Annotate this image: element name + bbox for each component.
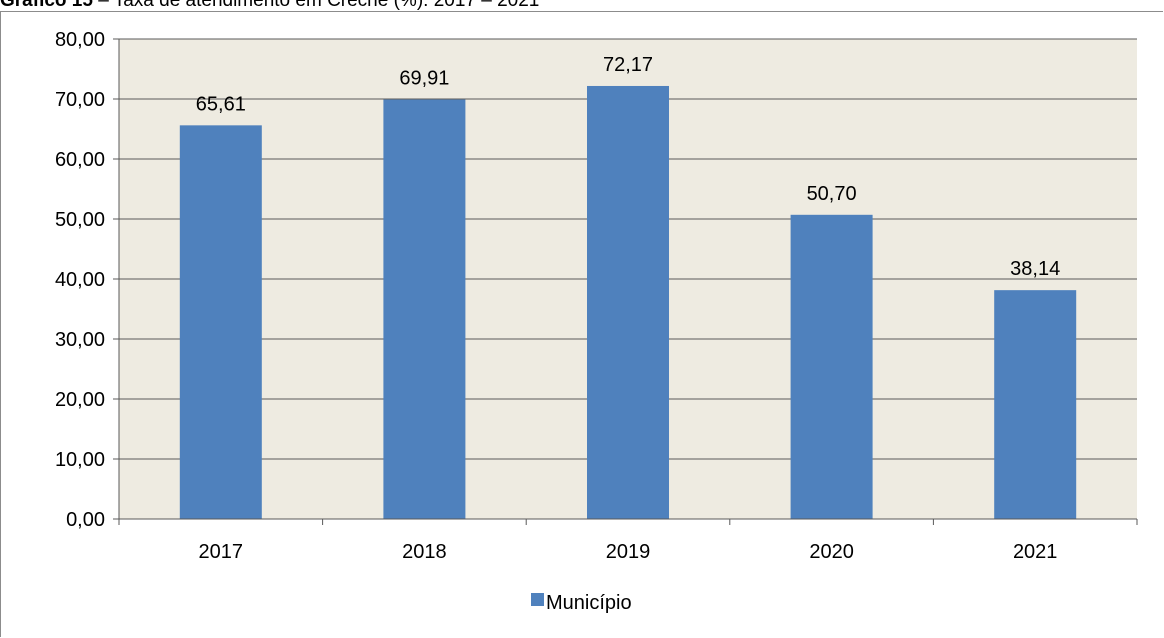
bar-2021 — [994, 290, 1077, 519]
bar-2017 — [179, 125, 262, 519]
y-tick-label: 70,00 — [55, 89, 105, 111]
data-label-2018: 69,91 — [399, 68, 449, 90]
x-tick-label-2017: 2017 — [199, 541, 244, 563]
y-tick-label: 0,00 — [66, 509, 105, 531]
bar-2018 — [383, 99, 466, 519]
data-label-2021: 38,14 — [1010, 258, 1060, 280]
data-label-2020: 50,70 — [807, 183, 857, 205]
x-tick-label-2019: 2019 — [606, 541, 651, 563]
caption-label: Gráfico 15 — [0, 0, 93, 11]
x-tick-label-2020: 2020 — [809, 541, 854, 563]
x-tick-label-2018: 2018 — [402, 541, 447, 563]
y-tick-label: 50,00 — [55, 209, 105, 231]
data-label-2017: 65,61 — [196, 93, 246, 115]
y-tick-label: 60,00 — [55, 149, 105, 171]
chart-container: 0,00 10,00 20,00 30,00 40,00 50,00 60,00 70,00 8… — [0, 11, 1163, 637]
bar-2019 — [587, 85, 669, 519]
y-tick-label: 10,00 — [55, 449, 105, 471]
caption-text: Taxa de atendimento em Creche (%): 2017 … — [113, 0, 540, 11]
y-tick-label: 30,00 — [55, 329, 105, 351]
bar-chart: 0,00 10,00 20,00 30,00 40,00 50,00 60,00 70,00 8… — [55, 29, 1138, 614]
x-tick-label-2021: 2021 — [1013, 541, 1058, 563]
caption-separator: – — [92, 0, 114, 11]
chart-caption: Gráfico 15 – Taxa de atendimento em Crec… — [0, 0, 539, 11]
y-tick-label: 80,00 — [55, 29, 105, 51]
legend-label: Município — [546, 592, 632, 614]
legend-swatch — [531, 593, 544, 606]
y-tick-label: 20,00 — [55, 389, 105, 411]
y-tick-label: 40,00 — [55, 269, 105, 291]
bar-2020 — [790, 214, 873, 520]
data-label-2019: 72,17 — [603, 54, 653, 76]
